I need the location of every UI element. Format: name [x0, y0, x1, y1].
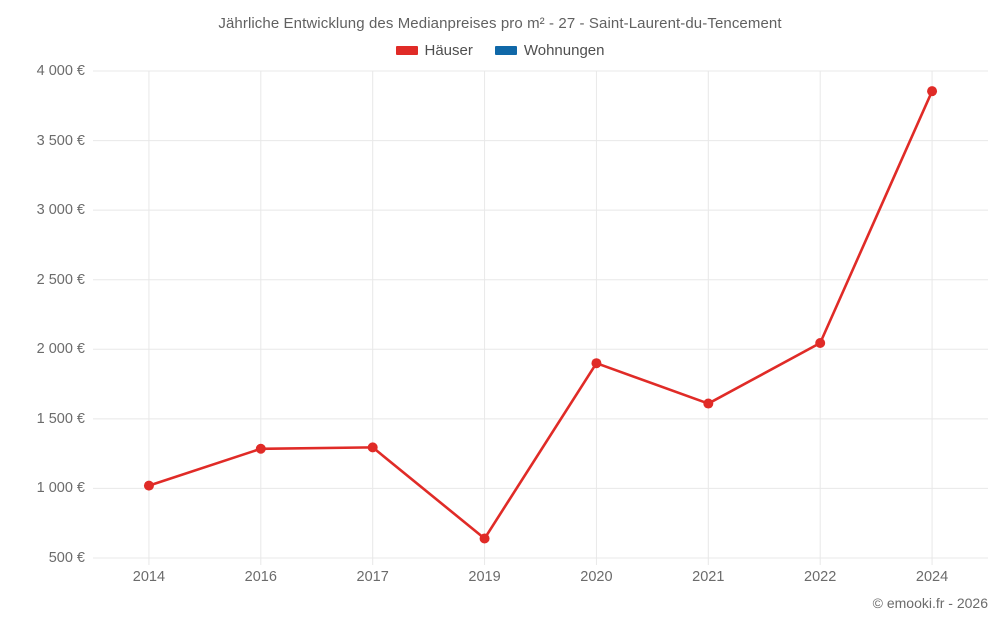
- legend-item-haeuser[interactable]: Häuser: [395, 42, 473, 59]
- y-axis-tick-label: 4 000 €: [36, 63, 85, 79]
- y-axis-tick-label: 1 000 €: [36, 480, 85, 497]
- legend-label-haeuser: Häuser: [424, 42, 473, 59]
- x-axis-tick-label: 2021: [692, 569, 725, 585]
- legend-swatch-wohnungen-icon: [494, 46, 517, 55]
- data-point[interactable]: [591, 358, 602, 369]
- data-point[interactable]: [703, 398, 714, 409]
- plot-svg: [93, 70, 988, 565]
- plot-area: [93, 70, 988, 565]
- legend-item-wohnungen[interactable]: Wohnungen: [494, 42, 605, 59]
- gridlines: [93, 70, 988, 559]
- data-point[interactable]: [927, 86, 938, 97]
- chart-legend: Häuser Wohnungen: [0, 42, 1000, 59]
- series-layer: [143, 86, 938, 544]
- x-axis-tick-label: 2014: [132, 569, 166, 585]
- y-axis-tick-label: 3 500 €: [36, 132, 85, 149]
- x-axis-tick-label: 2024: [915, 569, 949, 585]
- chart-title: Jährliche Entwicklung des Medianpreises …: [218, 15, 782, 32]
- data-point[interactable]: [143, 480, 154, 491]
- legend-swatch-haeuser-icon: [395, 46, 418, 55]
- y-axis-tick-label: 1 500 €: [36, 410, 85, 427]
- x-axis-tick-label: 2020: [580, 569, 613, 585]
- y-axis: 4 000 € 3 500 € 3 000 € 2 500 € 2 000 € 1 500…: [0, 0, 85, 625]
- x-axis-tick-label: 2017: [356, 569, 389, 585]
- data-point[interactable]: [255, 443, 266, 454]
- y-axis-tick-label: 500 €: [48, 550, 85, 566]
- data-point[interactable]: [479, 533, 490, 544]
- x-axis-tick-label: 2016: [244, 569, 277, 585]
- legend-label-wohnungen: Wohnungen: [523, 42, 605, 59]
- vertical-gridlines: [148, 71, 933, 565]
- footer-credit: © emooki.fr - 2026: [872, 595, 988, 611]
- data-point[interactable]: [367, 442, 378, 453]
- x-axis-tick-label: 2022: [804, 569, 837, 585]
- series-line-0: [147, 89, 934, 540]
- y-axis-tick-label: 2 500 €: [36, 271, 85, 288]
- data-point[interactable]: [815, 338, 826, 349]
- y-axis-tick-label: 3 000 €: [36, 202, 85, 219]
- x-axis-tick-label: 2019: [468, 569, 501, 585]
- y-axis-tick-label: 2 000 €: [36, 341, 85, 358]
